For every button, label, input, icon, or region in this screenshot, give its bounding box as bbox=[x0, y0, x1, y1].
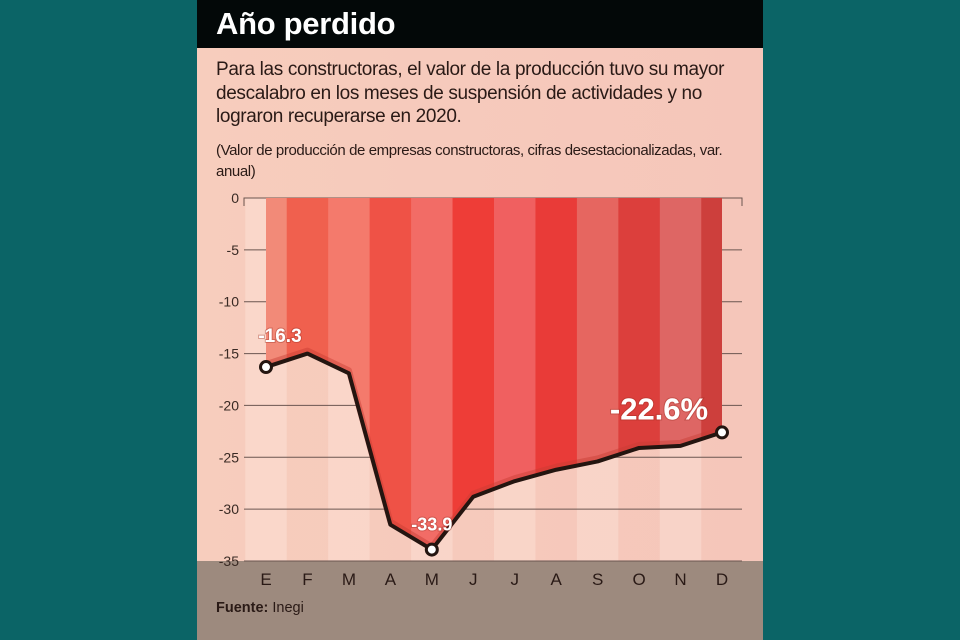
data-point-marker bbox=[424, 542, 439, 557]
x-tick-label: A bbox=[385, 570, 397, 589]
source-credit: Fuente: Inegi bbox=[216, 600, 304, 616]
data-point-marker bbox=[715, 425, 729, 440]
y-tick-label: -15 bbox=[219, 346, 239, 362]
line-shadow bbox=[265, 347, 723, 550]
x-tick-label: F bbox=[302, 570, 312, 589]
x-tick-label: N bbox=[674, 570, 686, 589]
title-bar: Año perdido bbox=[197, 0, 763, 48]
x-tick-label: M bbox=[342, 570, 356, 589]
x-tick-label: J bbox=[469, 570, 478, 589]
y-tick-label: -35 bbox=[219, 553, 239, 569]
y-tick-label: -10 bbox=[219, 294, 239, 310]
y-tick-label: 0 bbox=[231, 190, 239, 206]
source-label: Fuente: bbox=[216, 600, 269, 616]
x-tick-label: E bbox=[260, 570, 271, 589]
source-value: Inegi bbox=[272, 600, 304, 616]
x-tick-label: M bbox=[425, 570, 439, 589]
x-tick-label: O bbox=[632, 570, 645, 589]
footer-band bbox=[197, 561, 763, 640]
x-tick-label: A bbox=[551, 570, 563, 589]
chart-title: Año perdido bbox=[216, 6, 396, 41]
data-point-marker bbox=[259, 360, 273, 375]
data-label: -16.3 bbox=[258, 326, 301, 347]
infographic-panel: Año perdido Para las constructoras, el v… bbox=[197, 0, 763, 640]
data-label: -22.6% bbox=[610, 391, 708, 426]
x-tick-label: J bbox=[510, 570, 519, 589]
chart-subtitle: Para las constructoras, el valor de la p… bbox=[216, 59, 725, 127]
data-line bbox=[264, 351, 724, 552]
y-tick-label: -25 bbox=[219, 449, 239, 465]
x-tick-label: D bbox=[716, 570, 728, 589]
data-label: -33.9 bbox=[411, 515, 452, 535]
chart-note: (Valor de producción de empresas constru… bbox=[216, 142, 723, 180]
area-band bbox=[411, 198, 454, 550]
x-tick-label: S bbox=[592, 570, 603, 589]
y-tick-label: -5 bbox=[227, 242, 240, 258]
y-tick-label: -20 bbox=[219, 397, 239, 413]
area-chart: 0 -5 -10 -15 -20 -25 -30 -35 -16.3 -33.9 -22.6% E F M… bbox=[219, 190, 743, 589]
y-tick-label: -30 bbox=[219, 501, 239, 517]
